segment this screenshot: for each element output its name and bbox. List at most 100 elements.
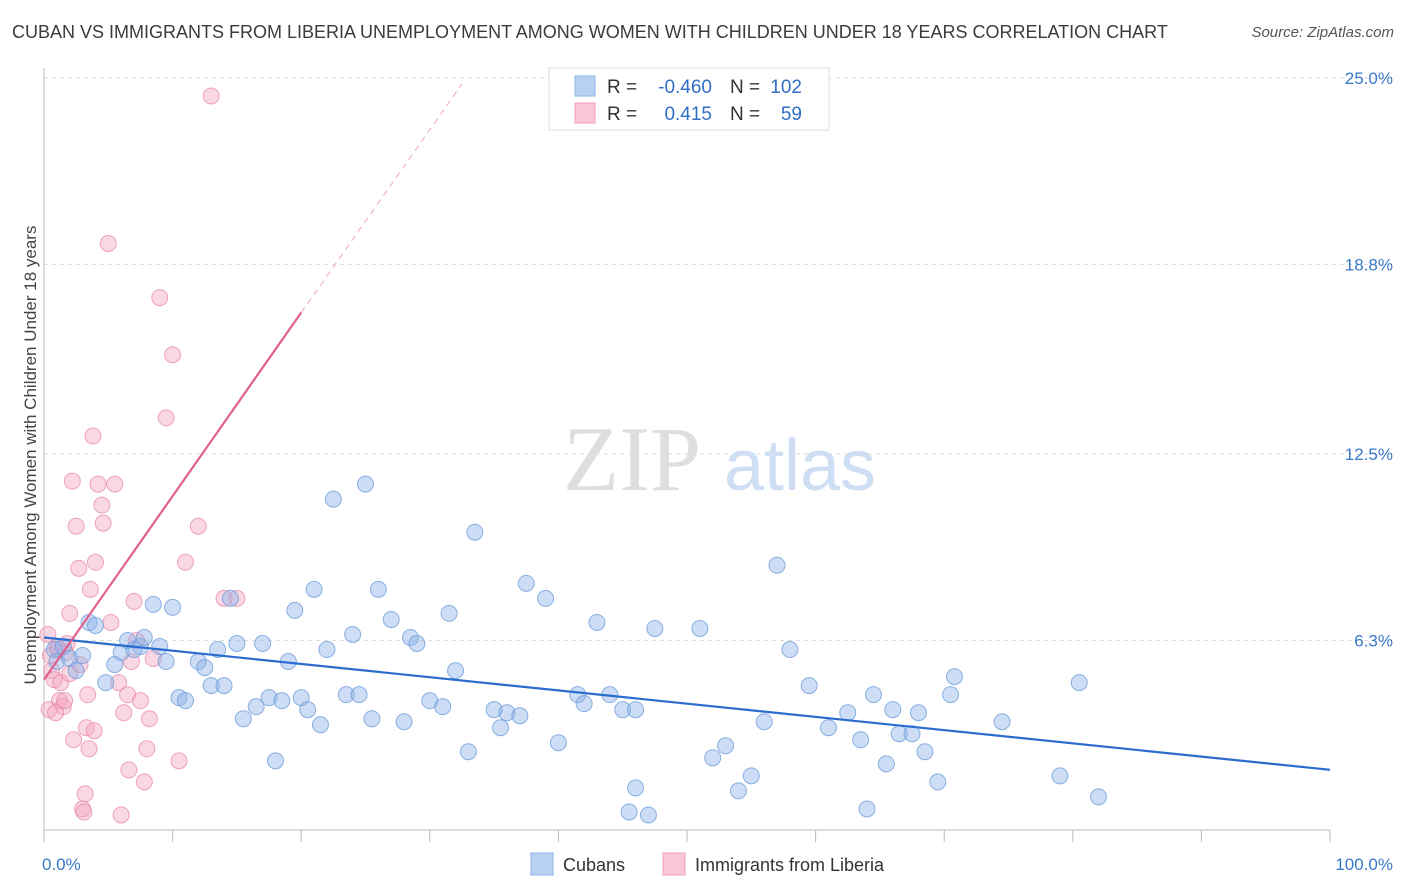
cuban-point <box>858 800 876 818</box>
cuban-point <box>157 653 175 671</box>
liberia-point <box>112 806 130 824</box>
watermark-zip: ZIP <box>563 408 701 510</box>
liberia-point <box>131 692 149 710</box>
cuban-point <box>273 692 291 710</box>
trend-lines <box>43 83 1331 771</box>
cuban-point <box>135 628 153 646</box>
liberia-point <box>63 472 81 490</box>
cuban-point <box>627 701 645 719</box>
cuban-point <box>852 731 870 749</box>
cuban-point <box>86 616 104 634</box>
liberia-point <box>89 475 107 493</box>
liberia-point <box>157 409 175 427</box>
cuban-point <box>164 598 182 616</box>
x-tick-label-min: 0.0% <box>42 855 81 874</box>
liberia-trend-line <box>43 311 303 681</box>
y-tick-label: 6.3% <box>1354 631 1393 650</box>
cuban-point <box>627 779 645 797</box>
cuban-point <box>234 710 252 728</box>
watermark: ZIP atlas <box>563 408 876 510</box>
cuban-point <box>369 580 387 598</box>
cuban-point <box>884 701 902 719</box>
bottom-legend-liberia: Immigrants from Liberia <box>695 855 885 875</box>
liberia-point <box>228 589 246 607</box>
liberia-point <box>76 785 94 803</box>
cuban-point <box>176 692 194 710</box>
y-tick-label: 18.8% <box>1345 255 1393 274</box>
cuban-point <box>260 689 278 707</box>
liberia-point <box>65 731 83 749</box>
cuban-point <box>916 743 934 761</box>
cuban-point <box>569 686 587 704</box>
liberia-point <box>85 722 103 740</box>
cuban-point <box>549 734 567 752</box>
legend-r-label-0: R = <box>607 77 637 98</box>
y-tick-label: 12.5% <box>1345 445 1393 464</box>
y-tick-label: 25.0% <box>1345 69 1393 88</box>
cuban-point <box>819 719 837 737</box>
liberia-point <box>81 580 99 598</box>
cuban-point <box>447 662 465 680</box>
cuban-point <box>434 698 452 716</box>
cuban-point <box>440 604 458 622</box>
cuban-point <box>511 707 529 725</box>
cuban-point <box>97 674 115 692</box>
liberia-point <box>102 613 120 631</box>
cuban-point <box>221 589 239 607</box>
cuban-point <box>363 710 381 728</box>
cuban-point <box>729 782 747 800</box>
chart-title: CUBAN VS IMMIGRANTS FROM LIBERIA UNEMPLO… <box>12 22 1168 42</box>
cuban-point <box>537 589 555 607</box>
grid-lines <box>44 77 1393 641</box>
x-tick-labels: 0.0% 100.0% <box>42 855 1393 874</box>
cuban-points <box>45 475 1108 824</box>
liberia-point <box>93 496 111 514</box>
liberia-point <box>164 346 182 364</box>
cuban-point <box>402 628 420 646</box>
cuban-point <box>337 686 355 704</box>
liberia-point <box>94 514 112 532</box>
liberia-point <box>56 692 74 710</box>
cuban-point <box>144 595 162 613</box>
cuban-point <box>408 635 426 653</box>
cuban-point <box>324 490 342 508</box>
liberia-point <box>106 475 124 493</box>
liberia-point <box>84 427 102 445</box>
cuban-point <box>646 619 664 637</box>
liberia-point <box>140 710 158 728</box>
cuban-point <box>993 713 1011 731</box>
liberia-point <box>215 589 233 607</box>
cuban-point <box>768 556 786 574</box>
liberia-point <box>52 674 70 692</box>
cuban-point <box>299 701 317 719</box>
liberia-point <box>99 234 117 252</box>
cuban-point <box>286 601 304 619</box>
liberia-point <box>80 740 98 758</box>
bottom-legend: Cubans Immigrants from Liberia <box>530 852 885 876</box>
cuban-point <box>266 752 284 770</box>
liberia-point <box>138 740 156 758</box>
cuban-point <box>382 610 400 628</box>
y-tick-labels: 6.3% 12.5% 18.8% 25.0% <box>1345 69 1393 650</box>
legend-n-value-1: 59 <box>781 104 802 125</box>
cuban-point <box>588 613 606 631</box>
liberia-point <box>135 773 153 791</box>
cuban-point <box>614 701 632 719</box>
liberia-point <box>70 559 88 577</box>
legend-n-value-0: 102 <box>770 77 802 98</box>
cuban-point <box>909 704 927 722</box>
cuban-point <box>209 641 227 659</box>
x-tick-label-max: 100.0% <box>1335 855 1393 874</box>
liberia-point <box>115 704 133 722</box>
cuban-point <box>839 704 857 722</box>
liberia-point <box>74 800 92 818</box>
cuban-point <box>74 647 92 665</box>
cuban-point <box>942 686 960 704</box>
cuban-point <box>196 659 214 677</box>
liberia-point <box>189 517 207 535</box>
cuban-point <box>1070 674 1088 692</box>
cuban-point <box>639 806 657 824</box>
cuban-point <box>350 686 368 704</box>
bottom-legend-cubans: Cubans <box>563 855 625 875</box>
legend-box <box>548 67 830 131</box>
